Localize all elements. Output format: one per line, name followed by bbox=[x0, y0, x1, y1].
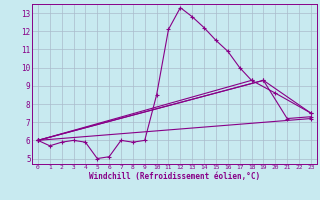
X-axis label: Windchill (Refroidissement éolien,°C): Windchill (Refroidissement éolien,°C) bbox=[89, 172, 260, 181]
